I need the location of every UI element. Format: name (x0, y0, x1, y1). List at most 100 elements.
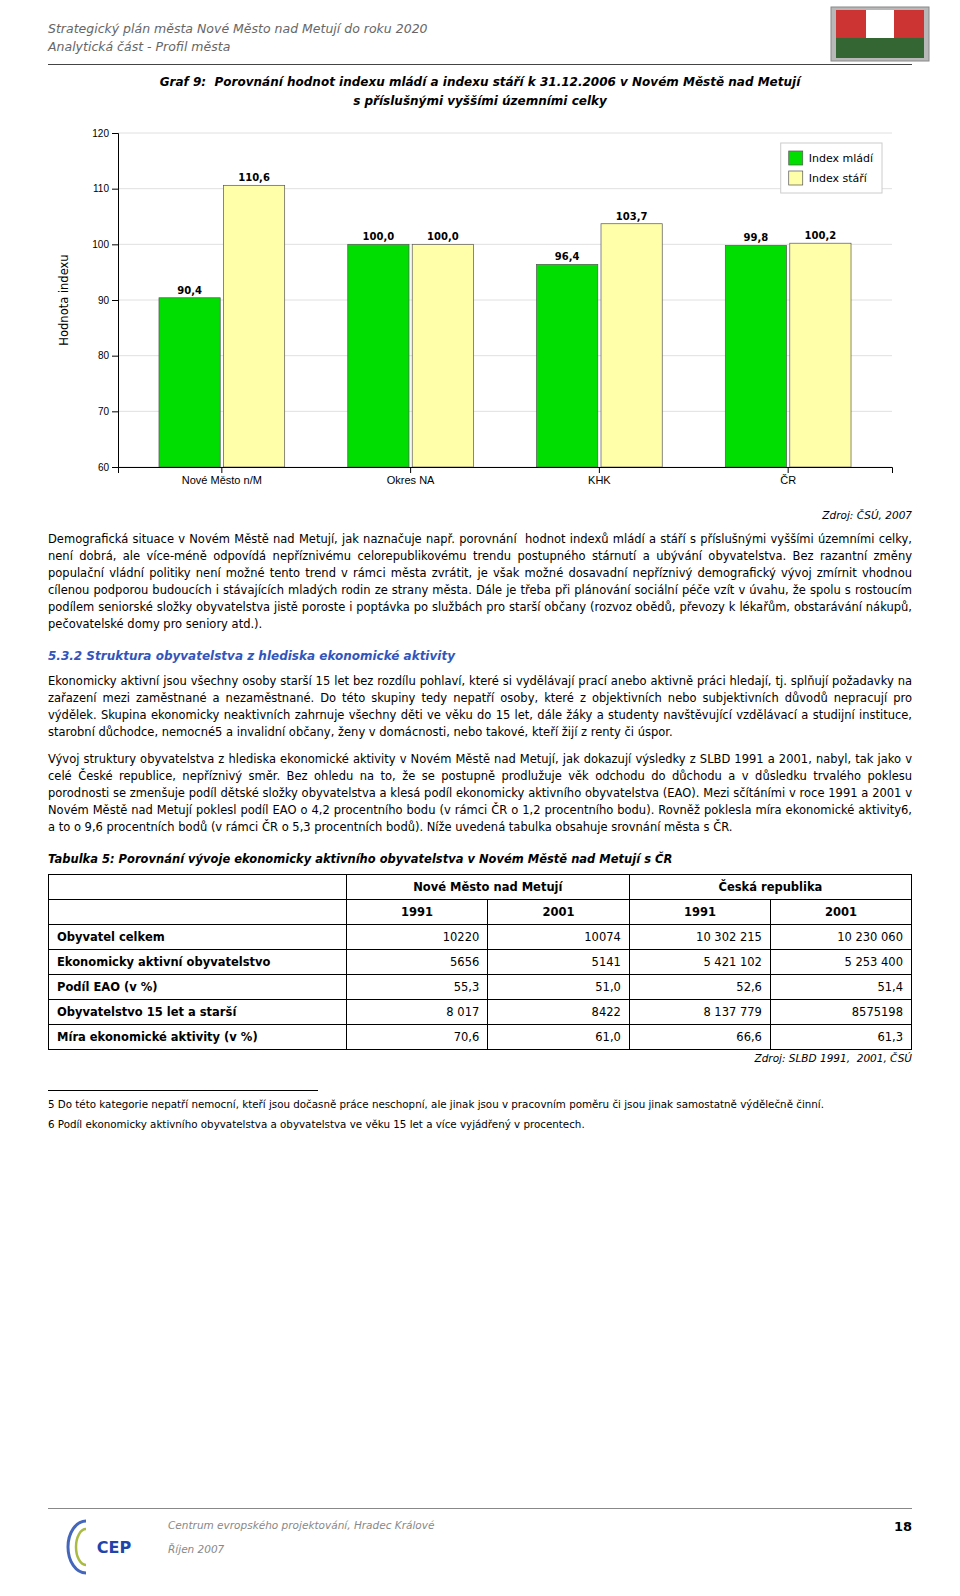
table-header: 2001 (770, 900, 911, 925)
y-tick-mark (112, 467, 118, 468)
table-row: Obyvatel celkem102201007410 302 21510 23… (49, 925, 912, 950)
x-tick: KHK (588, 467, 611, 486)
y-tick-label: 90 (98, 295, 110, 306)
logo-green (836, 38, 924, 58)
plot: 60 70 80 90 100 110 120 Nové Město n/MOkres NAK… (57, 128, 893, 486)
y-tick-label: 120 (92, 128, 109, 139)
legend-entry: Index stáří (789, 171, 868, 185)
table-row-label: Obyvatelstvo 15 let a starší (49, 1000, 347, 1025)
header-line: Analytická část - Profil města (48, 38, 808, 56)
table-cell: 10220 (346, 925, 488, 950)
bar (348, 244, 409, 467)
y-tick: 110 (93, 183, 118, 194)
table-row: Míra ekonomické aktivity (v %)70,661,066… (49, 1025, 912, 1050)
data-label: 100,0 (427, 231, 459, 242)
table-row-label: Obyvatel celkem (49, 925, 347, 950)
grid-line (118, 133, 892, 134)
cep-logo: CEP (48, 1515, 148, 1577)
table-cell: 8 137 779 (629, 1000, 770, 1025)
bar (790, 243, 851, 467)
table-cell: 52,6 (629, 975, 770, 1000)
footnote-rule (48, 1090, 318, 1091)
y-tick-label: 60 (98, 462, 110, 473)
footnote: 6 Podíl ekonomicky aktivního obyvatelstv… (48, 1117, 912, 1131)
table-header: 1991 (629, 900, 770, 925)
y-axis-line (112, 134, 119, 468)
bar (223, 185, 284, 467)
table-cell: 61,0 (488, 1025, 630, 1050)
legend-swatch (789, 171, 803, 185)
y-tick-label: 70 (98, 406, 110, 417)
header: Strategický plán města Nové Město nad Me… (48, 0, 808, 56)
footnote: 5 Do této kategorie nepatří nemocní, kte… (48, 1097, 912, 1111)
table-cell: 55,3 (346, 975, 488, 1000)
table-row: Ekonomicky aktivní obyvatelstvo565651415… (49, 950, 912, 975)
x-axis-line (119, 468, 893, 474)
table-source: Zdroj: SLBD 1991, 2001, ČSÚ (48, 1052, 912, 1064)
y-tick: 80 (98, 350, 118, 361)
footer-date: Říjen 2007 (168, 1543, 434, 1555)
table-cell: 8575198 (770, 1000, 911, 1025)
table-cell: 70,6 (346, 1025, 488, 1050)
y-tick-label: 100 (92, 239, 109, 250)
bar (537, 264, 598, 467)
table-cell: 5 253 400 (770, 950, 911, 975)
table-header-row: 1991200119912001 (49, 900, 912, 925)
table-cell: 5141 (488, 950, 630, 975)
y-tick-mark (112, 300, 118, 301)
table-cell: 10 230 060 (770, 925, 911, 950)
y-tick: 90 (98, 295, 118, 306)
legend-label: Index stáří (809, 172, 868, 185)
y-tick-mark (112, 189, 118, 190)
data-label: 90,4 (177, 285, 202, 296)
table-cell: 61,3 (770, 1025, 911, 1050)
y-tick: 60 (98, 462, 118, 473)
chart: 60 70 80 90 100 110 120 Nové Město n/MOkres NAK… (48, 117, 912, 507)
table-header: 1991 (346, 900, 488, 925)
content: Strategický plán města Nové Město nad Me… (48, 0, 912, 1131)
x-tick: Nové Město n/M (182, 467, 262, 486)
table-cell: 8 017 (346, 1000, 488, 1025)
y-tick-mark (112, 244, 118, 245)
table-group-header: Nové Město nad Metují (346, 875, 629, 900)
table-cell-empty (49, 875, 347, 900)
footer-org: Centrum evropského projektování, Hradec … (168, 1519, 434, 1531)
subtitle: s příslušnými vyššími územními celky (48, 92, 912, 111)
x-tick-mark (599, 467, 600, 473)
cep-logo-text: CEP (97, 1538, 132, 1557)
x-tick-mark (788, 467, 789, 473)
table-title: Tabulka 5: Porovnání vývoje ekonomicky a… (48, 852, 912, 866)
table-row: Podíl EAO (v %)55,351,052,651,4 (49, 975, 912, 1000)
chart-source: Zdroj: ČSÚ, 2007 (48, 509, 912, 521)
logo-frame (831, 7, 929, 61)
y-tick-label: 80 (98, 350, 110, 361)
footer-text: Centrum evropského projektování, Hradec … (168, 1519, 434, 1555)
legend: Index mládí Index stáří (781, 143, 882, 193)
y-tick: 70 (98, 406, 118, 417)
x-tick-mark (221, 467, 222, 473)
y-tick: 120 (92, 128, 118, 139)
x-axis: Nové Město n/MOkres NAKHKČR (119, 467, 893, 486)
data-label: 99,8 (744, 232, 769, 243)
bar (601, 224, 662, 467)
coat-of-arms (830, 6, 930, 62)
header-line: Strategický plán města Nové Město nad Me… (48, 20, 808, 38)
legend-label: Index mládí (809, 152, 874, 165)
y-axis-title: Hodnota indexu (57, 254, 71, 345)
table-group-header: Česká republika (629, 875, 911, 900)
y-tick-label: 110 (93, 183, 109, 194)
logo-red (836, 10, 924, 38)
data-label: 100,2 (805, 230, 837, 241)
bar (412, 244, 473, 467)
paragraph: Ekonomicky aktivní jsou všechny osoby st… (48, 673, 912, 741)
page: Strategický plán města Nové Město nad Me… (0, 0, 960, 1596)
paragraph: Demografická situace v Novém Městě nad M… (48, 531, 912, 633)
legend-swatch (789, 151, 803, 165)
table-cell: 51,0 (488, 975, 630, 1000)
table-cell: 10 302 215 (629, 925, 770, 950)
table-cell-empty (49, 900, 347, 925)
x-tick-mark (410, 467, 411, 473)
data-label: 103,7 (616, 211, 648, 222)
bar (725, 245, 786, 467)
table-header: 2001 (488, 900, 630, 925)
